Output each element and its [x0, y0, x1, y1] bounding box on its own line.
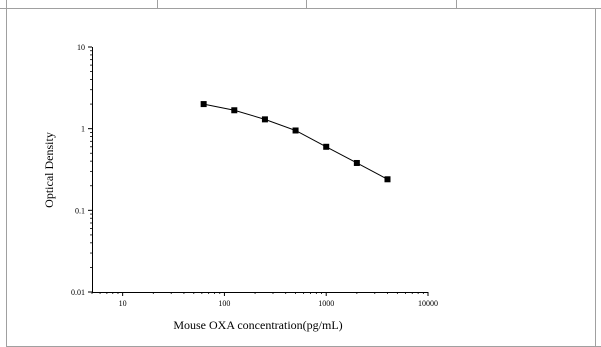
y-ticks: 0.01 0.1 1 10	[71, 43, 92, 297]
data-point	[261, 116, 268, 123]
y-tick-label: 0.1	[75, 206, 85, 215]
x-tick-label: 1000	[318, 299, 334, 308]
data-point	[200, 101, 207, 108]
y-tick-label: 1	[81, 125, 85, 134]
x-tick-label: 10	[119, 299, 127, 308]
y-axis-label: Optical Density	[42, 132, 56, 208]
data-point	[292, 127, 299, 134]
data-point	[231, 107, 238, 114]
x-ticks: 10 100 1000 10000	[91, 292, 438, 308]
axes	[92, 47, 428, 293]
x-tick-label: 100	[218, 299, 230, 308]
x-tick-label: 10000	[418, 299, 438, 308]
y-tick-label: 0.01	[71, 288, 85, 297]
data-point	[323, 143, 330, 150]
series-line	[203, 103, 388, 180]
data-point	[353, 159, 360, 166]
data-point	[384, 176, 391, 183]
plot-area	[200, 101, 391, 183]
y-tick-label: 10	[77, 43, 85, 52]
x-axis-label: Mouse OXA concentration(pg/mL)	[173, 318, 342, 332]
